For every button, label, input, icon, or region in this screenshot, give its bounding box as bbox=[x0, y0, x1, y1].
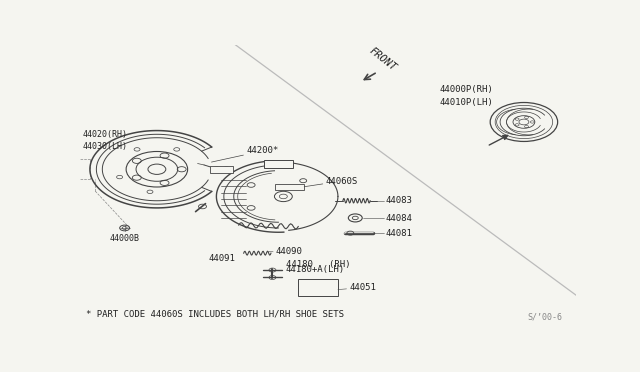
Text: S/’00-6: S/’00-6 bbox=[527, 313, 562, 322]
Text: 44000P(RH)
44010P(LH): 44000P(RH) 44010P(LH) bbox=[440, 86, 493, 107]
Text: 44051: 44051 bbox=[338, 283, 376, 292]
Text: 44200*: 44200* bbox=[211, 147, 278, 162]
Text: 44081: 44081 bbox=[385, 229, 412, 238]
Text: 44180+A(LH): 44180+A(LH) bbox=[286, 265, 345, 274]
Text: * PART CODE 44060S INCLUDES BOTH LH/RH SHOE SETS: * PART CODE 44060S INCLUDES BOTH LH/RH S… bbox=[86, 309, 344, 318]
FancyBboxPatch shape bbox=[298, 279, 339, 296]
Text: 44083: 44083 bbox=[385, 196, 412, 205]
Text: 44060S: 44060S bbox=[304, 177, 358, 187]
Text: 44020(RH)
44030(LH): 44020(RH) 44030(LH) bbox=[83, 130, 127, 151]
Text: 44091: 44091 bbox=[209, 254, 236, 263]
Text: 44084: 44084 bbox=[385, 214, 412, 223]
Text: FRONT: FRONT bbox=[367, 46, 399, 73]
FancyBboxPatch shape bbox=[210, 166, 233, 173]
Text: 44180   (RH): 44180 (RH) bbox=[286, 260, 350, 269]
Text: 44090: 44090 bbox=[269, 247, 303, 256]
FancyBboxPatch shape bbox=[264, 160, 293, 168]
FancyBboxPatch shape bbox=[275, 184, 304, 190]
Text: 44000B: 44000B bbox=[110, 234, 140, 243]
